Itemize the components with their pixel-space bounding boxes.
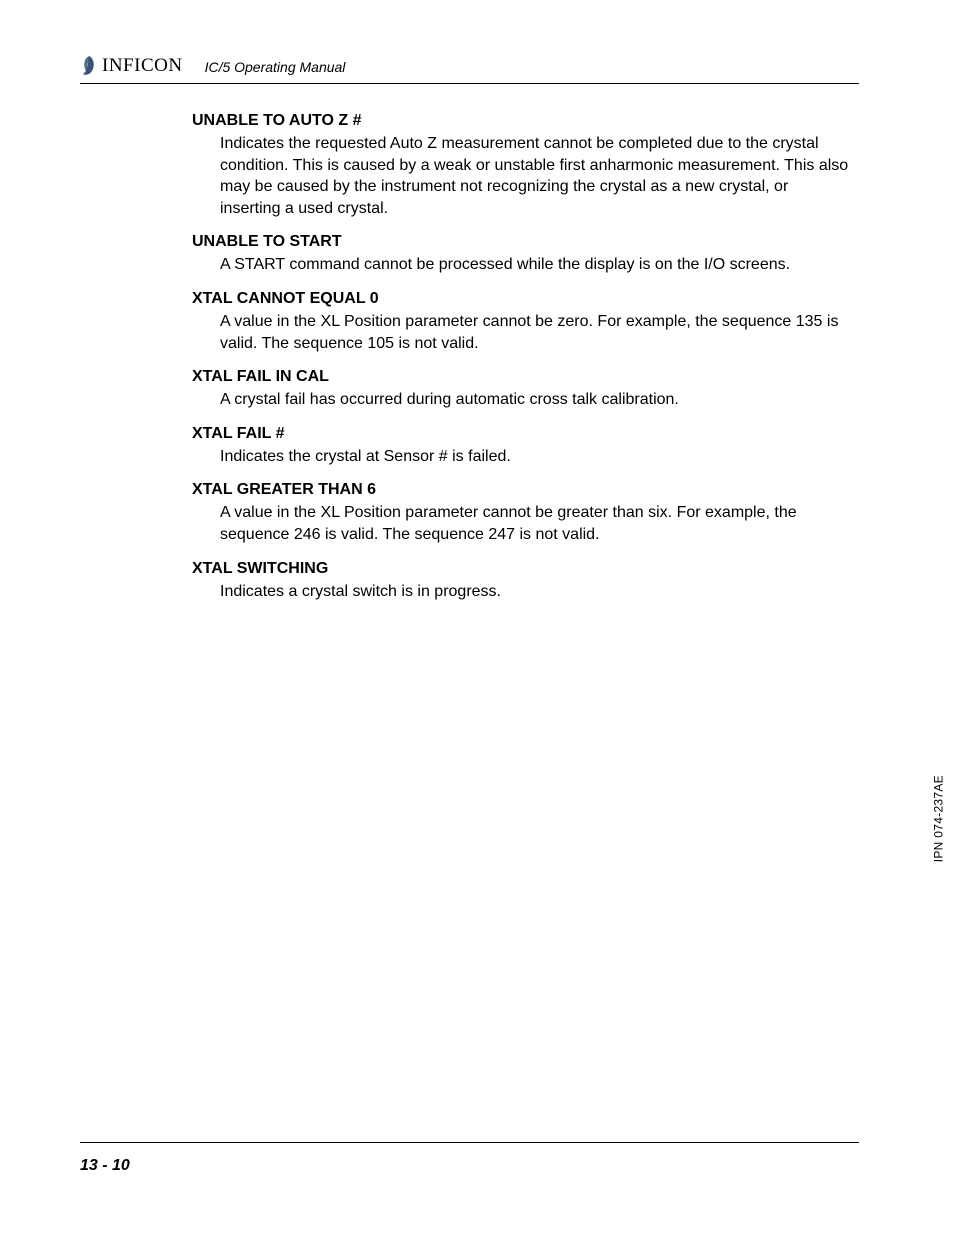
page-header: INFICON IC/5 Operating Manual — [80, 55, 859, 84]
content-body: UNABLE TO AUTO Z # Indicates the request… — [80, 112, 859, 602]
entry-definition: Indicates a crystal switch is in progres… — [192, 581, 849, 603]
glossary-entry: XTAL CANNOT EQUAL 0 A value in the XL Po… — [192, 290, 849, 354]
entry-definition: Indicates the crystal at Sensor # is fai… — [192, 446, 849, 468]
entry-definition: A value in the XL Position parameter can… — [192, 502, 849, 545]
glossary-entry: XTAL FAIL # Indicates the crystal at Sen… — [192, 425, 849, 468]
document-title: IC/5 Operating Manual — [205, 59, 346, 77]
glossary-entry: XTAL GREATER THAN 6 A value in the XL Po… — [192, 481, 849, 545]
entry-term: XTAL CANNOT EQUAL 0 — [192, 290, 849, 308]
entry-term: UNABLE TO AUTO Z # — [192, 112, 849, 130]
entry-term: XTAL FAIL # — [192, 425, 849, 443]
page-number: 13 - 10 — [80, 1157, 130, 1175]
entry-definition: A crystal fail has occurred during autom… — [192, 389, 849, 411]
entry-definition: A START command cannot be processed whil… — [192, 254, 849, 276]
entry-definition: A value in the XL Position parameter can… — [192, 311, 849, 354]
glossary-entry: XTAL FAIL IN CAL A crystal fail has occu… — [192, 368, 849, 411]
entry-term: UNABLE TO START — [192, 233, 849, 251]
entry-definition: Indicates the requested Auto Z measureme… — [192, 133, 849, 219]
glossary-entry: XTAL SWITCHING Indicates a crystal switc… — [192, 560, 849, 603]
entry-term: XTAL FAIL IN CAL — [192, 368, 849, 386]
glossary-entry: UNABLE TO AUTO Z # Indicates the request… — [192, 112, 849, 219]
glossary-entry: UNABLE TO START A START command cannot b… — [192, 233, 849, 276]
footer-rule — [80, 1142, 859, 1143]
inficon-icon — [80, 55, 98, 77]
page-container: INFICON IC/5 Operating Manual UNABLE TO … — [80, 55, 859, 1175]
brand-name: INFICON — [102, 55, 183, 77]
entry-term: XTAL SWITCHING — [192, 560, 849, 578]
ipn-label: IPN 074-237AE — [931, 775, 945, 862]
brand-logo: INFICON — [80, 55, 183, 77]
entry-term: XTAL GREATER THAN 6 — [192, 481, 849, 499]
